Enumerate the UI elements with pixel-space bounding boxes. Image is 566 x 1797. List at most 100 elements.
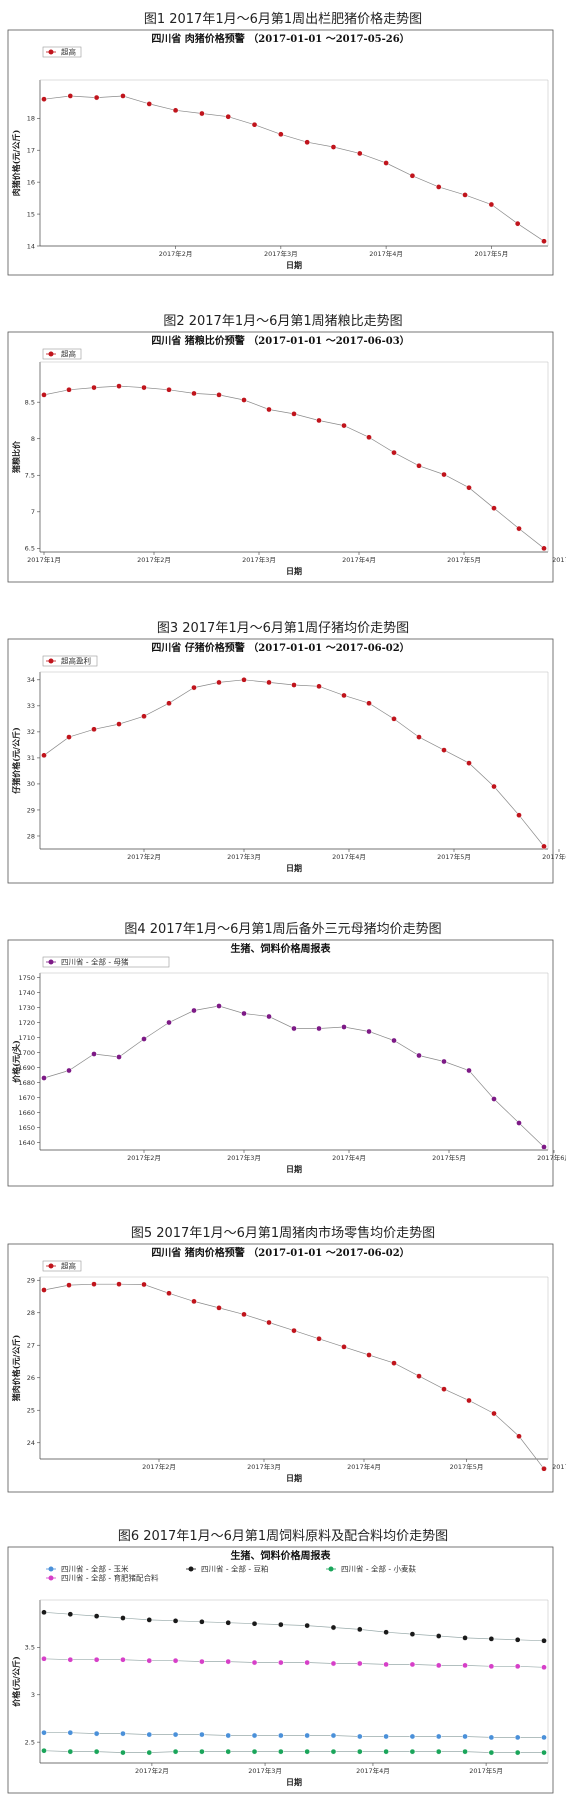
x-tick-label: 2017年4月 (369, 249, 403, 258)
data-point (316, 683, 322, 690)
data-point (277, 1621, 284, 1628)
legend-swatch-marker (48, 1575, 54, 1581)
data-point (116, 721, 122, 727)
data-point (199, 1618, 205, 1625)
data-point (291, 411, 297, 417)
data-point (172, 1748, 179, 1755)
data-point (409, 172, 416, 179)
data-point (266, 1319, 272, 1326)
x-tick-label: 2017年2月 (127, 1153, 161, 1162)
data-point (466, 1067, 472, 1074)
data-point (41, 1287, 47, 1293)
data-point (266, 679, 272, 686)
legend: 四川省 - 全部 - 母猪 (42, 957, 170, 968)
data-point (251, 1620, 258, 1627)
y-tick-label: 7 (31, 508, 35, 516)
data-point (304, 1748, 311, 1755)
data-point (409, 1631, 416, 1637)
data-point (541, 1465, 547, 1472)
x-tick-label: 2017年3月 (227, 852, 261, 861)
data-point (466, 484, 472, 491)
data-point (383, 1748, 389, 1755)
legend: 超高盈利 (42, 655, 98, 667)
data-point (409, 1661, 416, 1668)
y-tick-label: 15 (27, 210, 35, 218)
data-point (225, 1748, 232, 1755)
data-point (120, 1656, 126, 1663)
legend-box (42, 1260, 82, 1272)
data-point (120, 1615, 126, 1621)
y-tick-label: 29 (27, 806, 35, 814)
chart-frame (7, 1546, 554, 1794)
x-tick-label: 2017年2月 (135, 1766, 169, 1775)
data-point (166, 386, 172, 393)
data-point (462, 1748, 468, 1755)
y-tick-label: 27 (27, 1342, 35, 1350)
legend-swatch-marker (48, 959, 54, 965)
y-tick-label: 26 (27, 1374, 35, 1382)
data-point (141, 713, 147, 720)
data-point (316, 417, 322, 424)
legend-item-label: 四川省 - 全部 - 玉米 (61, 1564, 129, 1574)
data-point (191, 390, 197, 397)
data-point (491, 1096, 497, 1102)
data-point (341, 1344, 347, 1350)
data-point (488, 1734, 495, 1741)
legend-swatch-marker (328, 1566, 334, 1572)
data-point (41, 96, 47, 103)
x-tick-label: 2017年3月 (247, 1462, 281, 1471)
data-point (120, 93, 126, 99)
data-point (172, 1617, 179, 1624)
y-tick-label: 1680 (18, 1079, 35, 1087)
data-point (93, 1656, 100, 1663)
data-point (225, 113, 232, 120)
data-point (383, 1733, 389, 1740)
data-point (435, 1733, 442, 1740)
data-point (391, 716, 397, 722)
data-point (199, 1731, 205, 1738)
series-0 (41, 1729, 547, 1741)
legend-box (42, 655, 98, 667)
data-point (409, 1748, 416, 1755)
data-point (341, 1024, 347, 1030)
legend-item-label: 四川省 - 全部 - 育肥猪配合料 (61, 1573, 159, 1583)
data-point (251, 1659, 258, 1666)
data-point (199, 1748, 205, 1755)
data-point (116, 1054, 122, 1060)
data-point (67, 1611, 74, 1618)
data-point (225, 1658, 232, 1665)
data-point (41, 392, 47, 398)
data-point (441, 471, 447, 478)
y-tick-label: 1720 (18, 1019, 35, 1027)
figure-6-caption: 图6 2017年1月～6月第1周饲料原料及配合料均价走势图 (117, 1529, 449, 1544)
chart-title: 生猪、饲料价格周报表 (231, 942, 332, 955)
y-tick-label: 3.5 (25, 1644, 35, 1652)
data-point (435, 1662, 442, 1669)
x-axis-label: 日期 (286, 863, 302, 873)
y-tick-label: 6.5 (25, 545, 35, 553)
series-3 (41, 1655, 547, 1671)
data-point (356, 1748, 363, 1755)
data-point (516, 525, 522, 532)
data-point (514, 1749, 521, 1756)
data-point (225, 1619, 232, 1626)
chart-title: 生猪、饲料价格周报表 (231, 1549, 332, 1562)
data-point (341, 422, 347, 429)
y-tick-label: 18 (27, 115, 35, 123)
data-point (146, 1657, 153, 1664)
data-point (356, 150, 363, 157)
data-point (146, 101, 153, 107)
x-tick-label: 2017年4月 (342, 555, 376, 564)
y-tick-label: 34 (27, 676, 35, 684)
data-point (66, 386, 72, 393)
data-point (391, 1037, 397, 1044)
series-0 (41, 676, 547, 850)
data-point (366, 434, 372, 441)
chart-title: 四川省 猪粮比价预警 （2017-01-01 ～2017-06-03） (151, 334, 409, 347)
data-point (116, 1281, 122, 1288)
legend-item-label: 超高 (61, 1261, 76, 1271)
data-point (541, 1144, 547, 1150)
y-tick-label: 1740 (18, 989, 35, 997)
chart-frame (7, 1243, 554, 1493)
x-tick-label: 2017年2月 (137, 555, 171, 564)
